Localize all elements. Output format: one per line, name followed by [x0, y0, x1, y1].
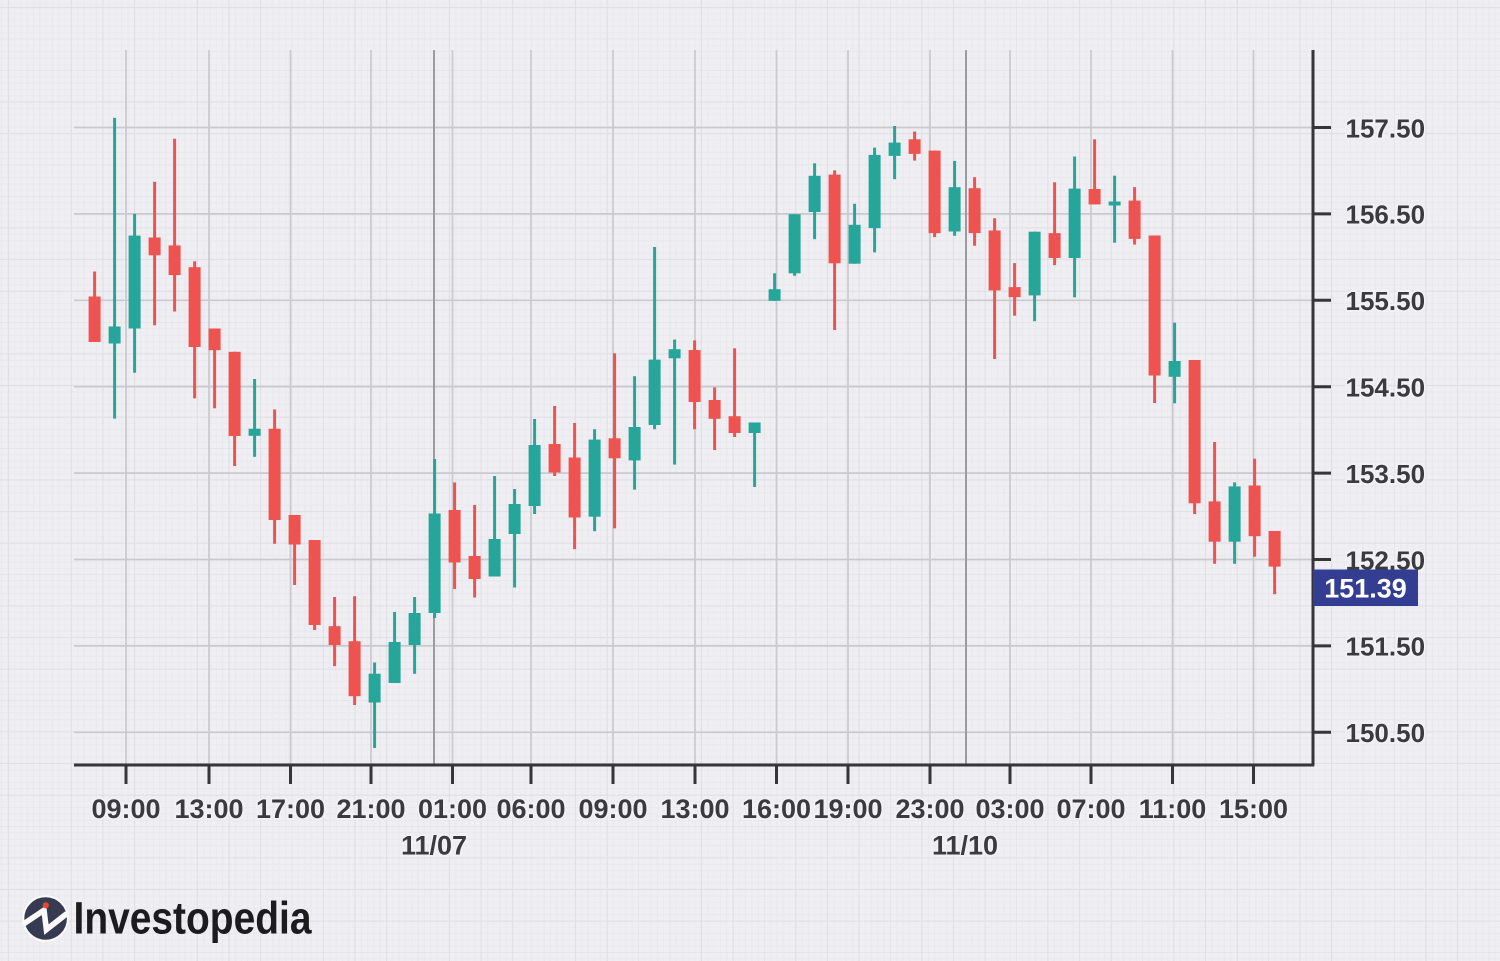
svg-text:17:00: 17:00 [256, 794, 325, 824]
svg-text:21:00: 21:00 [336, 794, 405, 824]
svg-text:11/07: 11/07 [401, 831, 467, 861]
svg-text:11/10: 11/10 [932, 831, 998, 861]
svg-text:153.50: 153.50 [1346, 459, 1426, 489]
svg-text:09:00: 09:00 [91, 794, 160, 824]
svg-text:13:00: 13:00 [660, 794, 729, 824]
svg-text:157.50: 157.50 [1346, 113, 1426, 143]
svg-text:150.50: 150.50 [1346, 718, 1426, 748]
svg-text:19:00: 19:00 [813, 794, 882, 824]
svg-text:06:00: 06:00 [496, 794, 565, 824]
svg-text:154.50: 154.50 [1346, 373, 1426, 403]
svg-text:09:00: 09:00 [578, 794, 647, 824]
svg-text:13:00: 13:00 [174, 794, 243, 824]
svg-text:03:00: 03:00 [975, 794, 1044, 824]
svg-text:01:00: 01:00 [418, 794, 487, 824]
svg-text:15:00: 15:00 [1219, 794, 1288, 824]
svg-text:Investopedia: Investopedia [74, 893, 313, 944]
svg-text:16:00: 16:00 [742, 794, 811, 824]
svg-text:151.50: 151.50 [1346, 632, 1426, 662]
svg-text:155.50: 155.50 [1346, 286, 1426, 316]
svg-text:07:00: 07:00 [1056, 794, 1125, 824]
svg-text:23:00: 23:00 [895, 794, 964, 824]
svg-text:151.39: 151.39 [1324, 574, 1407, 604]
svg-text:156.50: 156.50 [1346, 200, 1426, 230]
svg-text:11:00: 11:00 [1139, 794, 1207, 824]
